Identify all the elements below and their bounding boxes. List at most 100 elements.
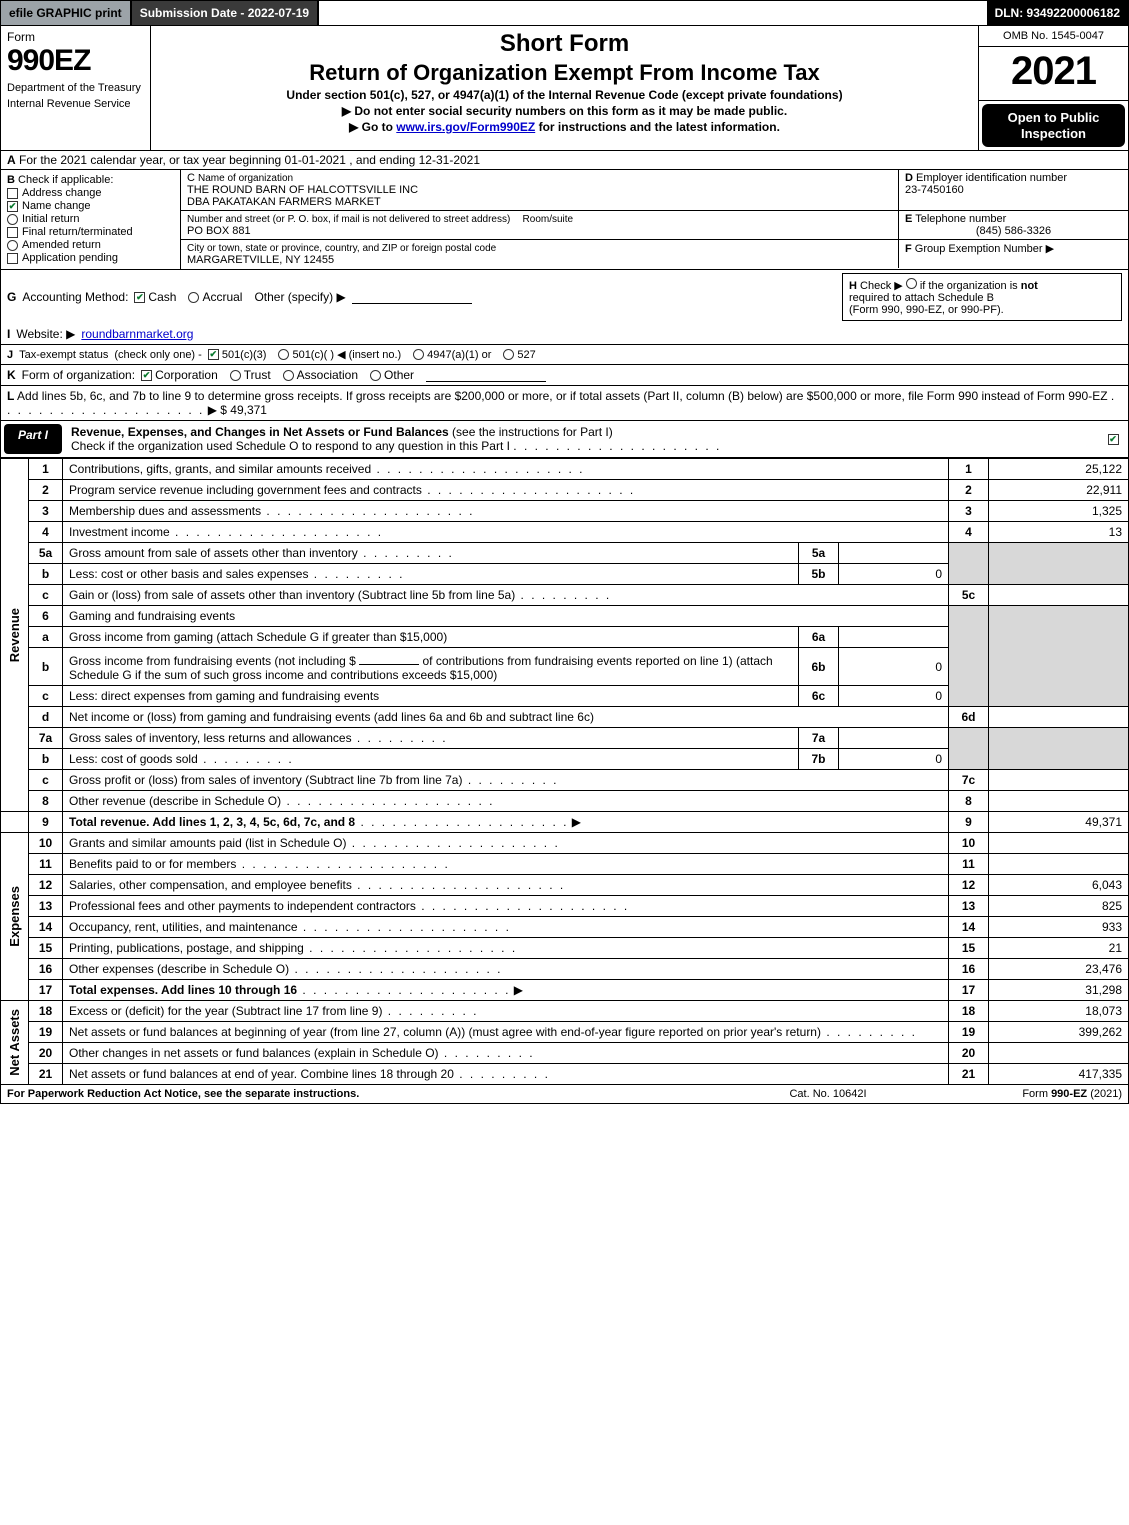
ln-21-box: 21: [949, 1064, 989, 1085]
shade-cell: [989, 728, 1129, 770]
ln-8-desc: Other revenue (describe in Schedule O): [63, 791, 949, 812]
chk-amended-return[interactable]: Amended return: [7, 239, 174, 251]
shade-cell: [989, 543, 1129, 585]
chk-initial-return[interactable]: Initial return: [7, 213, 174, 225]
ln-7c-amt: [989, 770, 1129, 791]
ln-11-box: 11: [949, 854, 989, 875]
website-link[interactable]: roundbarnmarket.org: [81, 327, 193, 341]
radio-icon[interactable]: [906, 278, 917, 289]
subtitle-3: ▶ Go to www.irs.gov/Form990EZ for instru…: [349, 120, 780, 134]
c-room-hint: Room/suite: [523, 214, 574, 225]
dots-icon: [422, 483, 635, 497]
line-4: 4 Investment income 4 13: [1, 522, 1129, 543]
j-4947[interactable]: 4947(a)(1) or: [413, 349, 491, 361]
g-other-input[interactable]: [352, 290, 472, 304]
top-bar: efile GRAPHIC print Submission Date - 20…: [0, 0, 1129, 26]
part-1-checkbox[interactable]: [1098, 421, 1128, 457]
line-14: 14 Occupancy, rent, utilities, and maint…: [1, 917, 1129, 938]
ln-15-box: 15: [949, 938, 989, 959]
j-527[interactable]: 527: [503, 349, 535, 361]
row-a: A For the 2021 calendar year, or tax yea…: [0, 151, 1129, 170]
sidelabel-netassets-text: Net Assets: [7, 1009, 22, 1076]
row-j: J Tax-exempt status (check only one) - 5…: [1, 345, 1128, 365]
chk-name-change[interactable]: Name change: [7, 200, 174, 212]
ln-15-desc: Printing, publications, postage, and shi…: [63, 938, 949, 959]
ln-10-desc: Grants and similar amounts paid (list in…: [63, 833, 949, 854]
ln-10-amt: [989, 833, 1129, 854]
k-association[interactable]: Association: [283, 368, 358, 382]
dots-icon: [298, 920, 511, 934]
ln-15-amt: 21: [989, 938, 1129, 959]
ln-20-desc: Other changes in net assets or fund bala…: [63, 1043, 949, 1064]
ln-10-num: 10: [29, 833, 63, 854]
g-accrual[interactable]: Accrual: [188, 290, 242, 304]
line-20: 20 Other changes in net assets or fund b…: [1, 1043, 1129, 1064]
j-501c[interactable]: 501(c)( ) ◀ (insert no.): [278, 348, 401, 361]
j-text: Tax-exempt status: [19, 349, 108, 361]
k-corporation[interactable]: Corporation: [141, 368, 218, 382]
ln-11-desc: Benefits paid to or for members: [63, 854, 949, 875]
ln-18-box: 18: [949, 1001, 989, 1022]
ln-8-amt: [989, 791, 1129, 812]
checkbox-icon: [7, 227, 18, 238]
open-public-badge: Open to Public Inspection: [982, 104, 1125, 147]
ln-7c-num: c: [29, 770, 63, 791]
chk-address-change-label: Address change: [22, 187, 102, 199]
h-box: H Check ▶ if the organization is not req…: [842, 273, 1122, 321]
chk-amended-return-label: Amended return: [22, 239, 101, 251]
chk-address-change[interactable]: Address change: [7, 187, 174, 199]
radio-icon: [370, 370, 381, 381]
radio-icon: [283, 370, 294, 381]
sidelabel-expenses: Expenses: [1, 833, 29, 1001]
k-trust[interactable]: Trust: [230, 368, 271, 382]
k-other-input[interactable]: [426, 368, 546, 382]
checkbox-icon: [7, 188, 18, 199]
k-corporation-label: Corporation: [155, 368, 218, 382]
ln-6a-desc: Gross income from gaming (attach Schedul…: [63, 627, 799, 648]
ln-5a-sub: 5a: [799, 543, 839, 564]
dots-icon: [513, 439, 721, 453]
ln-14-amt: 933: [989, 917, 1129, 938]
chk-final-return[interactable]: Final return/terminated: [7, 226, 174, 238]
title-return: Return of Organization Exempt From Incom…: [309, 60, 820, 86]
ln-21-num: 21: [29, 1064, 63, 1085]
ln-5a-desc: Gross amount from sale of assets other t…: [63, 543, 799, 564]
f-heading: Group Exemption Number: [915, 243, 1043, 255]
dots-icon: [462, 773, 558, 787]
submission-date-button[interactable]: Submission Date - 2022-07-19: [132, 1, 319, 25]
ln-6c-desc: Less: direct expenses from gaming and fu…: [63, 686, 799, 707]
efile-print-button[interactable]: efile GRAPHIC print: [1, 1, 132, 25]
footer-center: Cat. No. 10642I: [708, 1085, 948, 1103]
irs-link[interactable]: www.irs.gov/Form990EZ: [396, 120, 535, 134]
g-cash[interactable]: Cash: [134, 290, 176, 304]
ln-17-desc: Total expenses. Add lines 10 through 16: [63, 980, 949, 1001]
dept-line-2: Internal Revenue Service: [7, 98, 144, 110]
ln-2-amt: 22,911: [989, 480, 1129, 501]
ln-5c-amt: [989, 585, 1129, 606]
radio-icon: [7, 214, 18, 225]
section-g-to-k: G Accounting Method: Cash Accrual Other …: [0, 270, 1129, 386]
sidelabel-blank: [1, 812, 29, 833]
k-other[interactable]: Other: [370, 368, 414, 382]
footer-right-post: (2021): [1087, 1088, 1122, 1100]
dots-icon: [454, 1067, 550, 1081]
ln-6b-num: b: [29, 648, 63, 686]
chk-application-pending[interactable]: Application pending: [7, 252, 174, 264]
f-block: F Group Exemption Number ▶: [898, 240, 1128, 268]
j-501c3[interactable]: 501(c)(3): [208, 349, 267, 361]
ln-11-amt: [989, 854, 1129, 875]
checkbox-checked-icon: [141, 370, 152, 381]
ln-6b-blank[interactable]: [359, 651, 419, 665]
h-post: if the organization is: [917, 280, 1021, 292]
column-b: B Check if applicable: Address change Na…: [1, 170, 181, 269]
ln-15-num: 15: [29, 938, 63, 959]
dots-icon: [236, 857, 449, 871]
subtitle-1: Under section 501(c), 527, or 4947(a)(1)…: [286, 88, 842, 102]
j-hint: (check only one) -: [114, 349, 201, 361]
line-5c: c Gain or (loss) from sale of assets oth…: [1, 585, 1129, 606]
radio-icon: [413, 349, 424, 360]
k-other-label: Other: [384, 368, 414, 382]
ln-2-num: 2: [29, 480, 63, 501]
row-k: K Form of organization: Corporation Trus…: [1, 365, 1128, 385]
c-street-block: Number and street (or P. O. box, if mail…: [181, 211, 898, 239]
